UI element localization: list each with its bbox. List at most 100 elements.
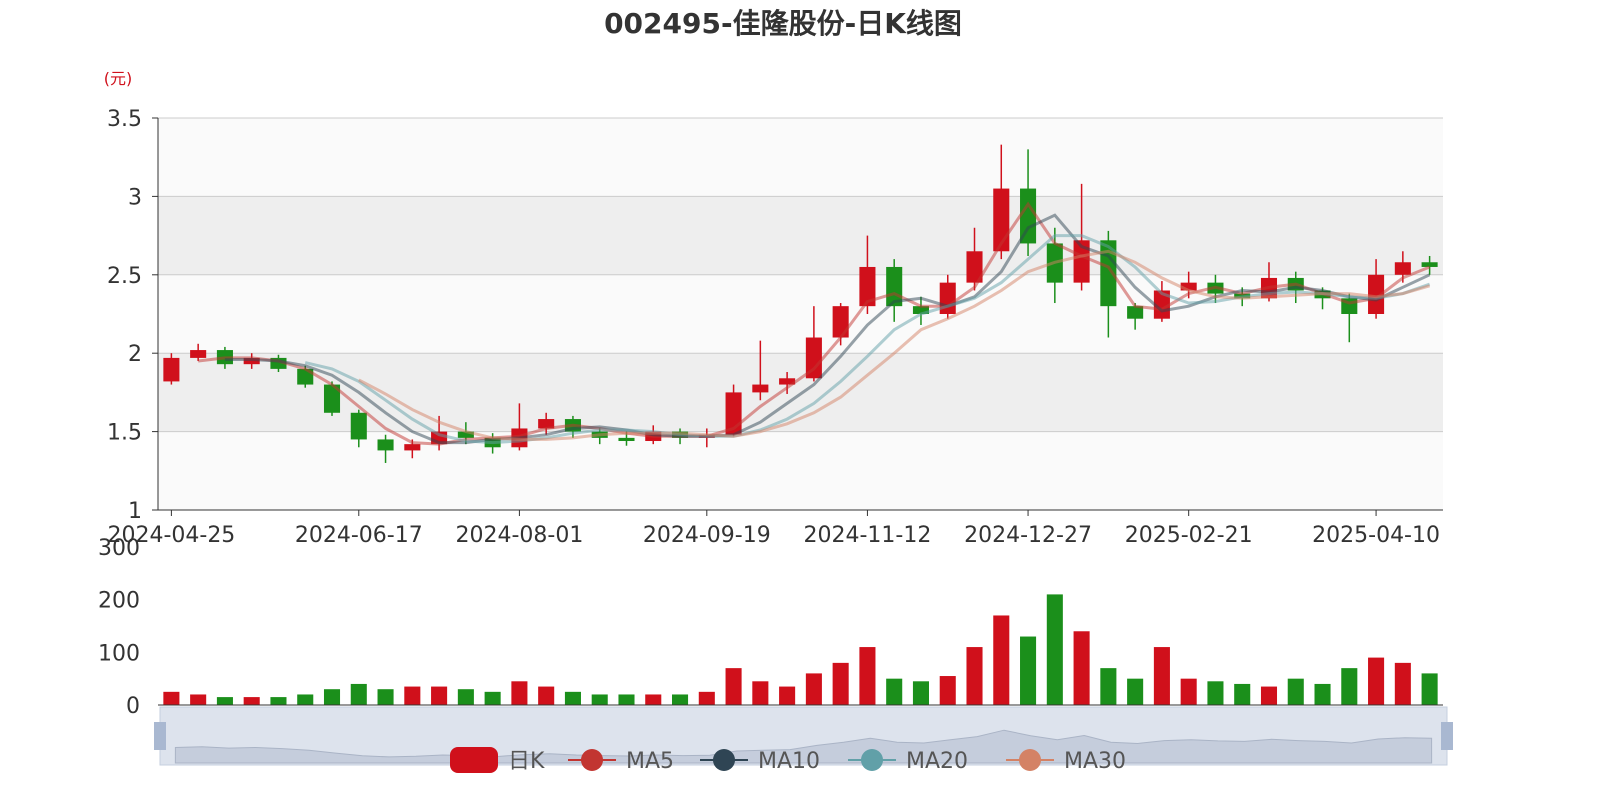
volume-bar [564,691,581,705]
candle-body [538,419,555,429]
candle-body [457,431,474,438]
volume-bar [832,662,849,705]
legend-icon [450,747,498,773]
candle-body [966,251,983,283]
y-tick-label: 3.5 [107,107,142,132]
candle-body [1073,240,1090,283]
volume-bar [859,647,876,705]
candle-body [1394,262,1411,275]
volume-bar [457,689,474,705]
volume-bar [350,683,367,705]
volume-bar [511,681,528,705]
grid-band [158,431,1443,510]
legend-label: MA30 [1064,749,1126,774]
x-tick-label: 2024-12-27 [964,523,1092,548]
ma-line [198,201,1431,446]
volume-bar [1287,678,1304,705]
legend-item[interactable]: MA20 [848,749,968,774]
volume-bar [1153,647,1170,705]
candle-body [404,444,421,451]
volume-bar [1020,636,1037,705]
volume-bar [1368,657,1385,705]
volume-tick-label: 300 [98,536,140,561]
volume-tick-label: 0 [126,694,140,719]
ma-line [358,249,1431,441]
volume-bar [1127,678,1144,705]
zoom-handle[interactable] [1441,722,1453,750]
x-tick-label: 2024-06-17 [295,523,423,548]
volume-bar [805,673,822,705]
legend-label: MA10 [758,749,820,774]
legend-label: MA20 [906,749,968,774]
volume-tick-label: 200 [98,589,140,614]
legend-item[interactable]: MA5 [568,749,674,774]
y-unit: (元) [104,69,133,88]
volume-bar [966,647,983,705]
volume-bar [779,686,796,705]
grid-band [158,274,1443,354]
candle-body [1368,274,1385,314]
volume-bar [672,694,689,705]
volume-bar [216,697,233,705]
candle-body [832,306,849,338]
ma-line [224,213,1431,445]
volume-bar [538,686,555,705]
volume-bar [645,694,662,705]
volume-bar [939,676,956,705]
legend-item[interactable]: 日K [450,747,545,774]
legend-item[interactable]: MA10 [700,749,820,774]
volume-bar [377,689,394,705]
candle-body [163,357,180,382]
candle-body [859,266,876,307]
legend-item[interactable]: MA30 [1006,749,1126,774]
candle-body [190,350,207,358]
zoom-handle[interactable] [154,722,166,750]
candle-body [1127,306,1144,319]
x-tick-label: 2025-02-21 [1125,523,1253,548]
y-tick-label: 1.5 [107,421,142,446]
zoom-preview [174,729,1433,764]
volume-bar [431,686,448,705]
volume-bar [1314,683,1331,705]
legend-label: 日K [508,749,545,774]
x-tick-label: 2025-04-10 [1312,523,1440,548]
candle-body [243,357,260,365]
volume-bar [1341,668,1358,705]
x-tick-label: 2024-09-19 [643,523,771,548]
candle-body [805,337,822,379]
candle-body [323,384,341,413]
volume-bar [1260,686,1278,705]
legend-icon [713,749,735,771]
legend-icon [861,749,883,771]
volume-bar [163,691,180,705]
candle-body [752,384,769,393]
volume-bar [698,691,715,705]
volume-bar [270,697,287,705]
volume-bar [323,689,341,705]
candle-body [1100,240,1117,307]
volume-bar [752,681,769,705]
candle-body [1020,188,1037,244]
x-tick-label: 2024-11-12 [803,523,931,548]
volume-bar [1100,668,1117,705]
legend-icon [1019,749,1041,771]
volume-bar [1421,673,1438,705]
y-tick-label: 3 [128,185,142,210]
volume-bar [1180,678,1197,705]
volume-bar [1046,594,1063,705]
volume-bar [1394,662,1411,705]
x-tick-label: 2024-08-01 [455,523,583,548]
legend-icon [581,749,603,771]
y-tick-label: 2 [128,342,142,367]
candle-body [912,306,929,314]
volume-bar [484,691,501,705]
volume-bar [912,681,929,705]
candle-body [377,439,394,451]
volume-bar [1207,681,1224,705]
grid-band [158,196,1443,275]
volume-bar [725,668,742,705]
volume-bar [190,694,207,705]
candle-body [270,357,287,369]
volume-bar [404,686,421,705]
